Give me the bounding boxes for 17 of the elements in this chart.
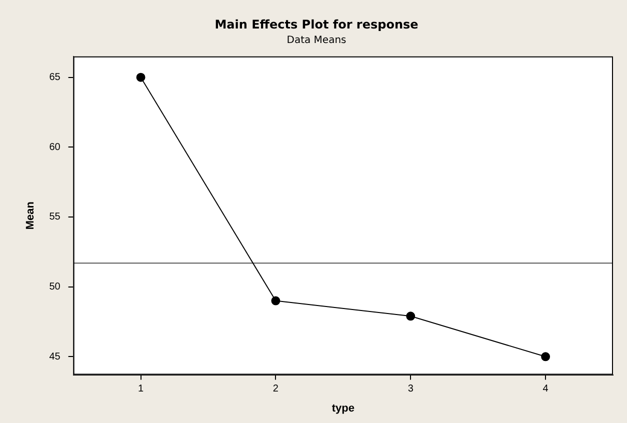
point bbox=[136, 72, 146, 82]
chart-title: Main Effects Plot for response bbox=[214, 17, 418, 32]
x-axis-title: type bbox=[332, 402, 354, 414]
x-tick-label: 3 bbox=[408, 384, 414, 395]
y-tick-label: 50 bbox=[49, 282, 61, 293]
y-tick-label: 55 bbox=[49, 212, 61, 223]
y-tick-label: 60 bbox=[49, 142, 61, 153]
y-axis-title: Mean bbox=[24, 201, 37, 230]
x-tick-label: 2 bbox=[272, 384, 279, 395]
point bbox=[406, 312, 416, 321]
chart-subtitle: Data Means bbox=[286, 34, 346, 46]
point bbox=[271, 296, 280, 306]
x-tick-label: 1 bbox=[138, 384, 144, 395]
y-tick-label: 65 bbox=[49, 72, 61, 84]
point bbox=[541, 352, 550, 362]
x-tick-label: 4 bbox=[542, 384, 549, 395]
y-tick-label: 45 bbox=[49, 351, 61, 362]
